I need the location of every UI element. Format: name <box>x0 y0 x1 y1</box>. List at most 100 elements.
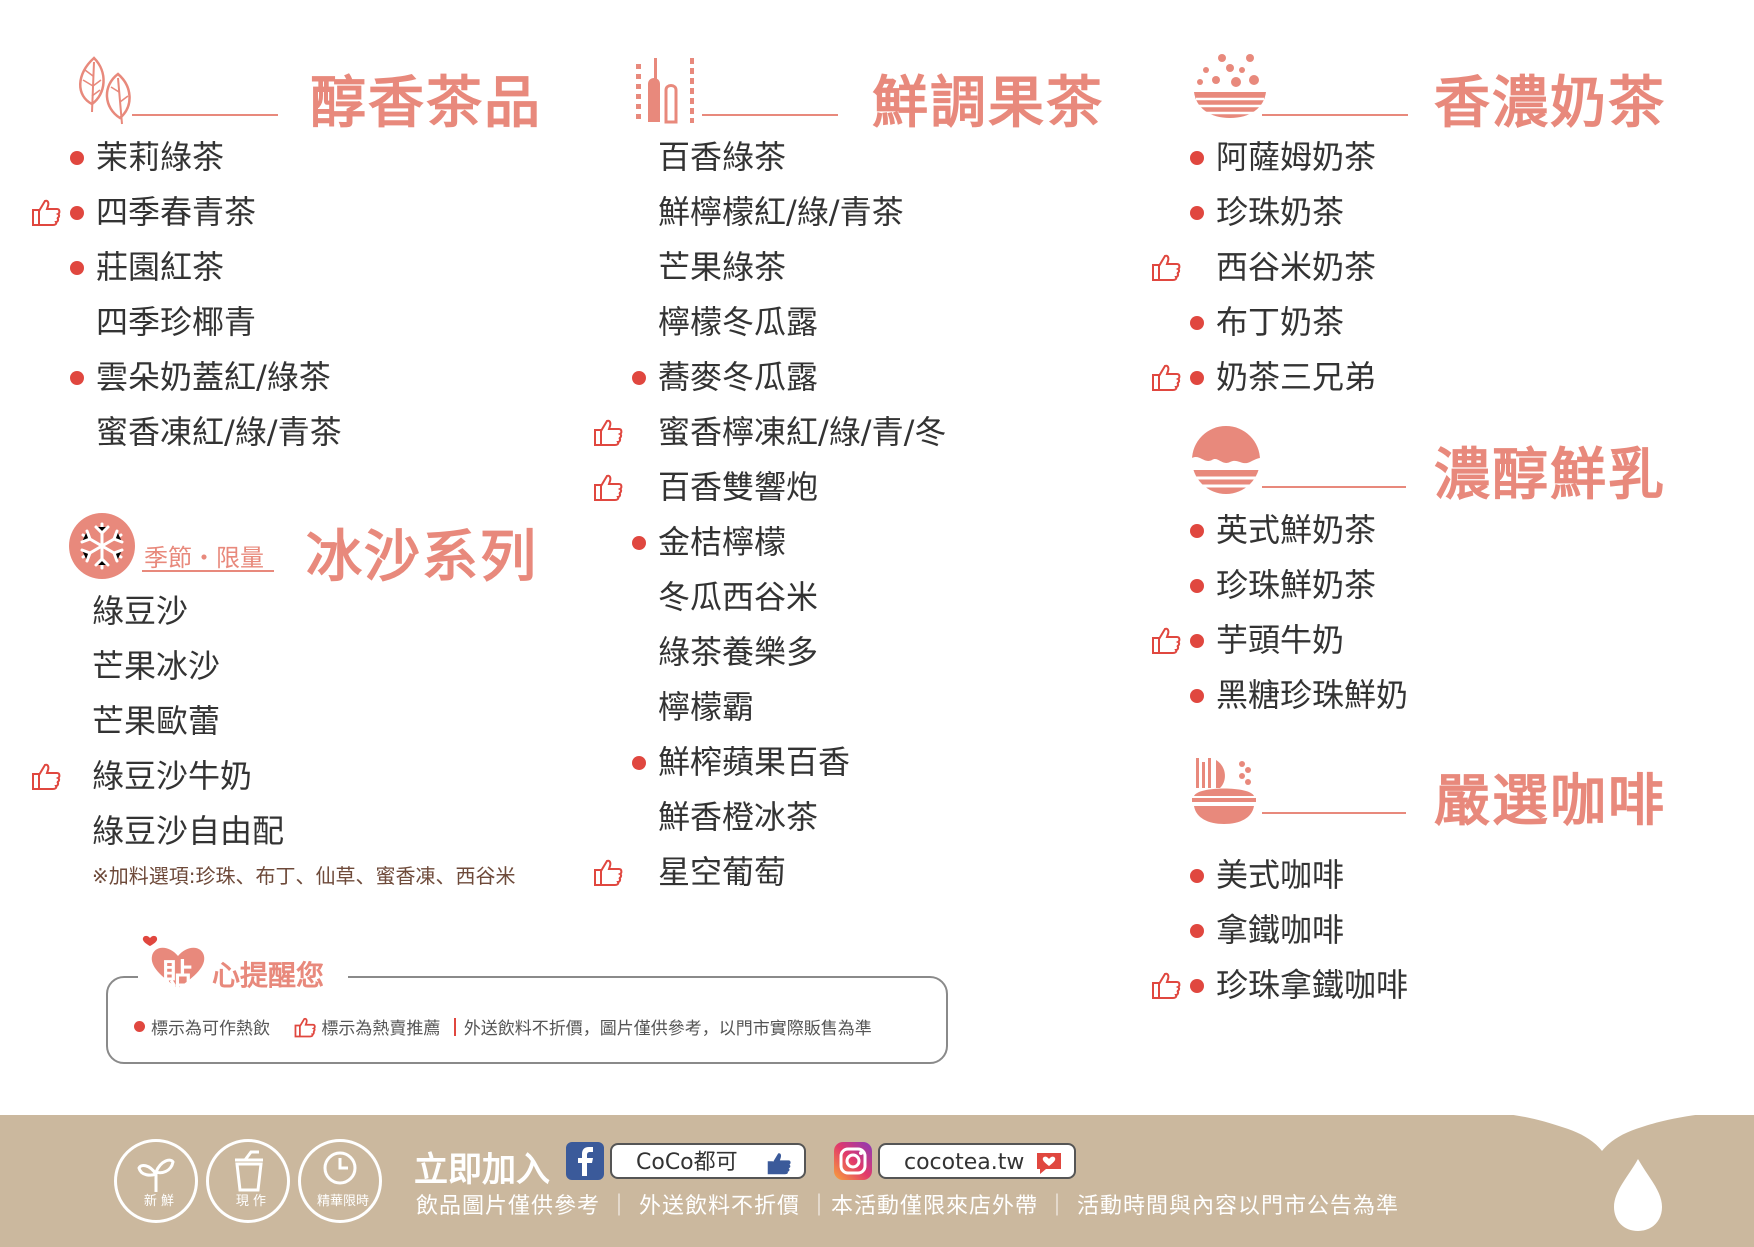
sprout-icon <box>137 1158 175 1192</box>
milk-tea-item[interactable]: 布丁奶茶 <box>1190 295 1376 350</box>
tea-item[interactable]: 蜜香凍紅/綠/青茶 <box>96 413 342 451</box>
thumbs-up-icon <box>594 419 623 446</box>
coffee-item[interactable]: 珍珠拿鐵咖啡 <box>1152 958 1408 1013</box>
facebook-name: CoCo都可 <box>636 1150 738 1175</box>
hot-dot <box>632 371 646 385</box>
coffee-section-title: 嚴選咖啡 <box>1434 769 1666 834</box>
fruit-item[interactable]: 芒果綠茶 <box>658 248 787 286</box>
thumbs-up-icon <box>594 859 623 886</box>
reminder-title-text: 心提醒您 <box>212 959 325 992</box>
milk-tea-item[interactable]: 西谷米奶茶 <box>1152 240 1376 295</box>
legend-hot-text: 標示為可作熱飲 <box>151 1019 270 1039</box>
thumbs-up-icon <box>1152 972 1181 999</box>
instagram-link[interactable]: cocotea.tw <box>878 1143 1076 1179</box>
fruit-item[interactable]: 檸檬霸 <box>658 688 755 726</box>
heart-icon <box>142 935 205 988</box>
tea-item-list: 茉莉綠茶 四季春青茶 莊園紅茶 四季珍椰青 雲朵奶蓋紅/綠茶 蜜香凍紅/綠/青茶 <box>32 130 342 460</box>
fruit-item[interactable]: 百香雙響炮 <box>594 460 946 515</box>
hot-dot <box>70 151 84 165</box>
coffee-item[interactable]: 拿鐵咖啡 <box>1190 903 1408 958</box>
milk-tea-section-rule <box>1262 114 1408 116</box>
tea-item[interactable]: 茉莉綠茶 <box>70 130 342 185</box>
hot-dot <box>632 536 646 550</box>
limited-badge-label: 精華限時 <box>316 1194 369 1209</box>
smoothie-section-rule <box>142 570 274 572</box>
instagram-icon[interactable] <box>834 1142 872 1180</box>
thumbs-up-icon <box>1152 364 1181 391</box>
fresh-milk-item[interactable]: 英式鮮奶茶 <box>1190 503 1408 558</box>
fruit-item[interactable]: 金桔檸檬 <box>632 515 946 570</box>
milk-tea-item-list: 阿薩姆奶茶 珍珠奶茶 西谷米奶茶 布丁奶茶 奶茶三兄弟 <box>1152 130 1376 405</box>
hot-dot <box>70 206 84 220</box>
tea-item[interactable]: 雲朵奶蓋紅/綠茶 <box>70 350 342 405</box>
milk-tea-icon <box>1194 54 1266 118</box>
fruit-item[interactable]: 蜜香檸凍紅/綠/青/冬 <box>594 405 946 460</box>
thumbs-up-icon <box>294 1017 317 1037</box>
milk-tea-item[interactable]: 奶茶三兄弟 <box>1152 350 1376 405</box>
divider <box>453 1017 456 1036</box>
hot-dot <box>70 261 84 275</box>
smoothie-item[interactable]: 綠豆沙自由配 <box>92 812 285 850</box>
fruit-item[interactable]: 檸檬冬瓜露 <box>658 303 819 341</box>
smoothie-topping-note: ※加料選項:珍珠、布丁、仙草、蜜香凍、西谷米 <box>92 864 516 888</box>
made-badge: 現 作 <box>206 1139 290 1223</box>
hot-dot <box>134 1021 145 1032</box>
reminder-title-char: 貼 <box>162 958 192 993</box>
thumbs-up-icon <box>767 1153 791 1175</box>
milk-tea-item[interactable]: 珍珠奶茶 <box>1190 185 1376 240</box>
hot-dot <box>1190 869 1204 883</box>
fruit-item[interactable]: 鮮檸檬紅/綠/青茶 <box>658 193 904 231</box>
fruit-item-list: 百香綠茶 鮮檸檬紅/綠/青茶 芒果綠茶 檸檬冬瓜露 蕎麥冬瓜露 蜜香檸凍紅/綠/… <box>594 130 946 900</box>
smoothie-item[interactable]: 綠豆沙牛奶 <box>32 749 284 804</box>
coffee-icon <box>1192 758 1256 824</box>
legend-recommended-text: 標示為熱賣推薦 <box>321 1019 441 1039</box>
fruit-section-rule <box>702 114 838 116</box>
fruit-item[interactable]: 鮮榨蘋果百香 <box>632 735 946 790</box>
thumbs-up-icon <box>1152 627 1181 654</box>
fresh-milk-item[interactable]: 黑糖珍珠鮮奶 <box>1190 668 1408 723</box>
fruit-item[interactable]: 蕎麥冬瓜露 <box>632 350 946 405</box>
fruit-item[interactable]: 百香綠茶 <box>658 138 787 176</box>
cup-icon <box>235 1150 263 1192</box>
smoothie-item[interactable]: 芒果歐蕾 <box>92 702 221 740</box>
fruit-tea-icon <box>636 58 694 124</box>
smoothie-item[interactable]: 芒果冰沙 <box>92 647 221 685</box>
fresh-milk-item[interactable]: 珍珠鮮奶茶 <box>1190 558 1408 613</box>
fruit-item[interactable]: 綠茶養樂多 <box>658 633 819 671</box>
leaf-icon <box>79 56 131 125</box>
hot-dot <box>1190 316 1204 330</box>
reminder-disclaimer: 外送飲料不折價，圖片僅供參考，以門市實際販售為準 <box>463 1019 872 1039</box>
join-label: 立即加入 <box>414 1150 550 1190</box>
fresh-milk-section-rule <box>1262 486 1406 488</box>
fresh-milk-item[interactable]: 芋頭牛奶 <box>1152 613 1408 668</box>
milk-tea-item[interactable]: 阿薩姆奶茶 <box>1190 130 1376 185</box>
hot-dot <box>1190 206 1204 220</box>
snowflake-icon <box>69 513 135 579</box>
hot-dot <box>1190 524 1204 538</box>
thumbs-up-icon <box>594 474 623 501</box>
footer: 新 鮮 現 作 精華限時 <box>0 1107 1754 1247</box>
smoothie-item-list: 綠豆沙 芒果冰沙 芒果歐蕾 綠豆沙牛奶 綠豆沙自由配 <box>32 584 285 859</box>
heart-message-icon <box>1037 1153 1061 1174</box>
thumbs-up-icon <box>1152 254 1181 281</box>
facebook-link[interactable]: CoCo都可 <box>610 1143 806 1179</box>
reminder-title: 貼 心提醒您 <box>138 932 348 993</box>
smoothie-item[interactable]: 綠豆沙 <box>92 592 189 630</box>
fruit-item[interactable]: 星空葡萄 <box>594 845 946 900</box>
tea-item[interactable]: 四季春青茶 <box>32 185 342 240</box>
limited-badge: 精華限時 <box>298 1139 382 1223</box>
coffee-item-list: 美式咖啡 拿鐵咖啡 珍珠拿鐵咖啡 <box>1152 848 1408 1013</box>
hot-dot <box>70 371 84 385</box>
coffee-item[interactable]: 美式咖啡 <box>1190 848 1408 903</box>
footer-note: 飲品圖片僅供參考 ｜ 外送飲料不折價 ｜本活動僅限來店外帶 ｜ 活動時間與內容以… <box>416 1194 1399 1219</box>
facebook-icon[interactable] <box>566 1142 604 1180</box>
fruit-item[interactable]: 鮮香橙冰茶 <box>658 798 819 836</box>
hot-dot <box>1190 634 1204 648</box>
tea-item[interactable]: 莊園紅茶 <box>70 240 342 295</box>
fresh-badge-label: 新 鮮 <box>143 1194 175 1209</box>
hot-dot <box>1190 689 1204 703</box>
tea-item[interactable]: 四季珍椰青 <box>96 303 257 341</box>
hot-dot <box>1190 579 1204 593</box>
thumbs-up-icon <box>32 199 61 226</box>
fruit-item[interactable]: 冬瓜西谷米 <box>658 578 819 616</box>
